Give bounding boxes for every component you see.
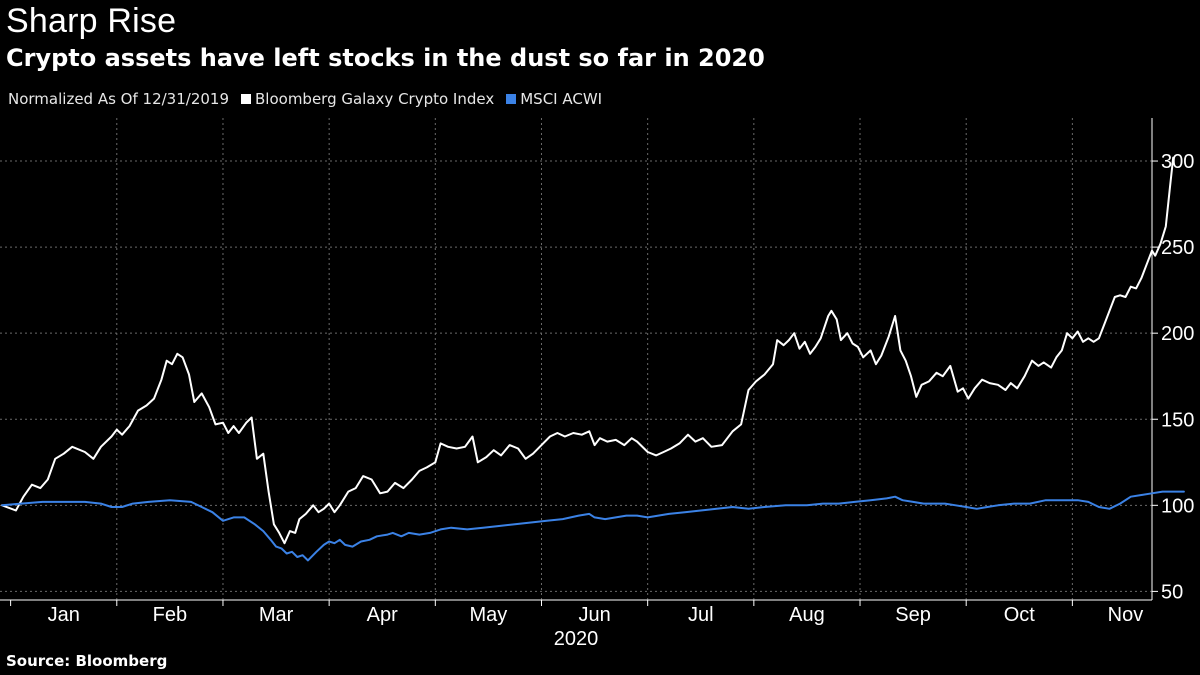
legend-note: Normalized As Of 12/31/2019 <box>8 90 229 108</box>
legend-item-crypto: Bloomberg Galaxy Crypto Index <box>241 90 494 108</box>
grid-lines <box>0 118 1152 600</box>
x-tick-label: Feb <box>153 604 187 626</box>
x-tick-label: Jun <box>578 604 610 626</box>
series-lines <box>1 156 1185 562</box>
chart-title: Sharp Rise <box>6 2 177 40</box>
x-tick-label: Nov <box>1108 604 1144 626</box>
axes: Jan Feb Mar Apr May Jun Jul Aug Sep Oct Nov 50 100 15… <box>0 118 1194 626</box>
x-axis-label: 2020 <box>554 628 599 650</box>
y-tick-label: 150 <box>1161 409 1194 431</box>
x-tick-label: May <box>470 604 508 626</box>
x-tick-label: Aug <box>789 604 825 626</box>
y-tick-label: 100 <box>1161 495 1194 517</box>
series-line-crypto-index <box>1 156 1175 545</box>
x-tick-label: Sep <box>895 604 931 626</box>
legend-swatch-crypto <box>241 94 251 104</box>
legend: Normalized As Of 12/31/2019 Bloomberg Ga… <box>8 90 602 108</box>
legend-item-msci: MSCI ACWI <box>506 90 602 108</box>
series-line-msci-acwi <box>1 490 1185 562</box>
y-tick-label: 300 <box>1161 151 1194 173</box>
y-tick-label: 200 <box>1161 323 1194 345</box>
x-tick-label: Jan <box>48 604 80 626</box>
y-tick-label: 250 <box>1161 237 1194 259</box>
x-tick-label: Jul <box>688 604 714 626</box>
x-tick-label: Mar <box>259 604 294 626</box>
legend-label-msci: MSCI ACWI <box>520 90 603 108</box>
x-tick-label: Oct <box>1004 604 1036 626</box>
y-tick-label: 50 <box>1161 581 1183 603</box>
chart-subtitle: Crypto assets have left stocks in the du… <box>6 44 765 72</box>
legend-label-crypto: Bloomberg Galaxy Crypto Index <box>255 90 495 108</box>
legend-swatch-msci <box>506 94 517 104</box>
x-tick-label: Apr <box>367 604 398 626</box>
source-note: Source: Bloomberg <box>6 652 168 670</box>
